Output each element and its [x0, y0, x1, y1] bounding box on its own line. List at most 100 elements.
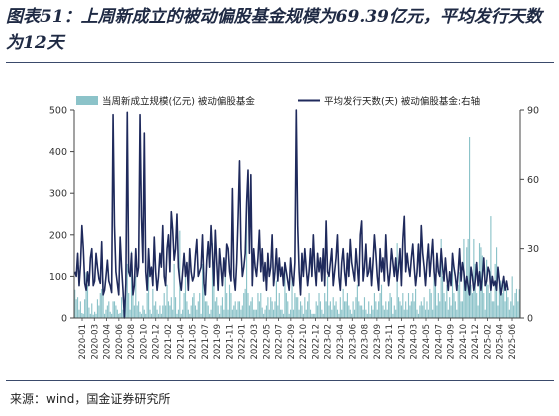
bar [423, 297, 425, 318]
bar [163, 293, 165, 318]
bar [84, 299, 86, 318]
bar [484, 309, 486, 318]
bar [349, 309, 351, 318]
bar [399, 301, 401, 318]
bar [236, 309, 238, 318]
bar [473, 238, 475, 318]
bar [386, 309, 388, 318]
bar [477, 305, 479, 318]
title-divider [6, 62, 554, 63]
x-tick-label: 2020-04 [103, 324, 113, 360]
bar [170, 297, 172, 318]
bar [388, 301, 390, 318]
bar [287, 301, 289, 318]
bar [494, 263, 496, 318]
bar [453, 293, 455, 318]
bar [389, 293, 391, 318]
bar [162, 305, 164, 318]
bar [199, 293, 201, 318]
bar [363, 297, 366, 318]
bar [167, 301, 170, 318]
bar [501, 293, 503, 318]
bar [248, 305, 250, 318]
bar [149, 309, 151, 318]
bar [113, 301, 116, 318]
bar [429, 288, 431, 318]
bar [442, 276, 444, 318]
bar [192, 297, 194, 318]
bar [98, 305, 100, 318]
bar [275, 280, 277, 318]
bar [250, 301, 252, 318]
bar [344, 301, 346, 318]
bar [476, 293, 478, 318]
bar [129, 309, 131, 318]
bar [213, 272, 215, 318]
bar [355, 297, 357, 318]
bar [224, 259, 226, 318]
bar [297, 297, 299, 318]
bar [451, 263, 454, 318]
left-tick-label: 100 [49, 272, 67, 283]
bar [488, 293, 491, 318]
bar [298, 309, 300, 318]
bar [260, 293, 262, 318]
bar [500, 280, 502, 318]
bar [193, 293, 195, 318]
bar [165, 305, 167, 318]
x-tick-label: 2022-10 [299, 324, 309, 360]
right-tick-label: 0 [527, 314, 533, 325]
x-tick-label: 2023-02 [324, 324, 334, 360]
bar [422, 305, 424, 318]
bar [331, 309, 333, 318]
bar [322, 313, 324, 318]
avg-days-line [73, 109, 509, 319]
bar [440, 238, 442, 318]
bar [417, 313, 420, 318]
bar [169, 305, 171, 318]
bar [268, 309, 270, 318]
bar [383, 309, 385, 318]
bar [189, 313, 191, 318]
bar [372, 309, 374, 318]
bar [284, 268, 286, 318]
bar [426, 301, 428, 318]
bar [203, 272, 205, 318]
bar [109, 311, 111, 318]
bar [498, 284, 500, 318]
bar [395, 309, 397, 318]
bar [166, 284, 168, 318]
bar [196, 309, 198, 318]
bar [190, 305, 192, 318]
x-tick-label: 2022-05 [262, 324, 272, 360]
bar [302, 313, 304, 318]
bar [146, 293, 148, 318]
bar [454, 301, 456, 318]
bar [76, 297, 79, 318]
bar [461, 301, 464, 318]
bar [393, 305, 395, 318]
bar [351, 313, 353, 318]
bar [101, 288, 103, 318]
bar [469, 137, 471, 318]
bar [424, 309, 427, 318]
bar [459, 272, 461, 318]
bar [183, 293, 185, 318]
bar [307, 301, 309, 318]
bar [271, 301, 273, 318]
bar [510, 301, 512, 318]
x-tick-label: 2020-12 [152, 324, 162, 360]
bar [206, 301, 208, 318]
bar [155, 301, 157, 318]
bar [319, 301, 322, 318]
left-tick-label: 300 [49, 189, 67, 200]
x-tick-label: 2025-04 [496, 324, 506, 360]
bar [106, 305, 108, 318]
bar [514, 293, 516, 318]
bar [85, 272, 87, 318]
bar [210, 309, 212, 318]
bar [436, 305, 438, 318]
right-tick-label: 60 [527, 175, 539, 186]
bar [493, 301, 495, 318]
bar [214, 301, 216, 318]
